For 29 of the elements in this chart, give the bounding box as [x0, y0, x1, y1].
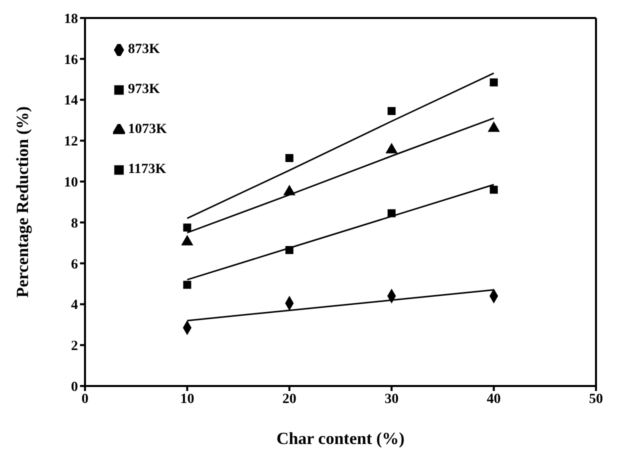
y-tick-label: 0 [71, 380, 78, 395]
x-tick-label: 20 [282, 392, 296, 407]
x-axis-title: Char content (%) [276, 429, 405, 448]
point [285, 154, 294, 162]
point [490, 78, 498, 86]
point [183, 280, 192, 289]
y-tick-label: 6 [71, 257, 78, 272]
legend-label: 973K [128, 81, 160, 99]
y-tick-label: 14 [64, 94, 78, 109]
x-tick-label: 30 [384, 392, 399, 407]
y-tick-label: 8 [71, 216, 78, 232]
line-series [186, 72, 495, 220]
y-axis-title: Percentage Reduction (%) [13, 106, 32, 298]
point [388, 107, 396, 116]
legend-label: 1073K [128, 121, 167, 139]
legend-label: 873K [128, 41, 160, 59]
legend-label: 1173K [128, 161, 166, 179]
y-tick-label: 16 [64, 52, 78, 68]
y-tick-label: 18 [64, 12, 78, 27]
x-tick-label: 50 [589, 392, 603, 407]
y-tick-label: 10 [64, 176, 78, 191]
y-tick-label: 2 [71, 339, 78, 354]
x-tick-label: 0 [82, 392, 88, 407]
point [183, 224, 192, 232]
x-tick-label: 40 [486, 392, 501, 407]
x-tick-label: 10 [180, 392, 194, 407]
point [490, 186, 498, 194]
y-tick-label: 12 [64, 134, 78, 150]
y-tick-label: 4 [71, 298, 78, 314]
